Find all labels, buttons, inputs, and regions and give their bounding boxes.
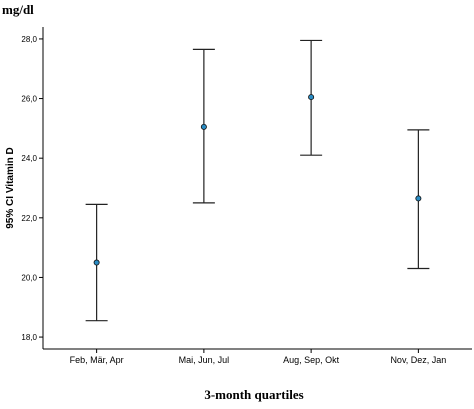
x-tick-label: Feb, Mär, Apr	[70, 355, 124, 365]
x-tick-label: Mai, Jun, Jul	[179, 355, 230, 365]
y-tick-label: 28,0	[21, 35, 37, 44]
mean-point	[93, 259, 100, 266]
mean-point	[308, 94, 315, 101]
mean-point	[415, 195, 422, 202]
y-tick-label: 20,0	[21, 273, 37, 282]
y-tick-label: 22,0	[21, 214, 37, 223]
x-axis: Feb, Mär, Apr Mai, Jun, Jul Aug, Sep, Okt N…	[43, 348, 472, 365]
x-tick-label: Aug, Sep, Okt	[283, 355, 340, 365]
x-tick-label: Nov, Dez, Jan	[390, 355, 446, 365]
mean-point	[200, 123, 207, 130]
error-bars	[85, 39, 430, 322]
y-axis: 18,0 20,0 22,0 24,0 26,0 28,0	[21, 27, 44, 349]
unit-label: mg/dl	[2, 2, 34, 17]
y-axis-title: 95% CI Vitamin D	[5, 147, 16, 229]
x-axis-title: 3-month quartiles	[204, 387, 303, 402]
y-tick-label: 26,0	[21, 95, 37, 104]
y-tick-label: 24,0	[21, 154, 37, 163]
y-tick-label: 18,0	[21, 333, 37, 342]
